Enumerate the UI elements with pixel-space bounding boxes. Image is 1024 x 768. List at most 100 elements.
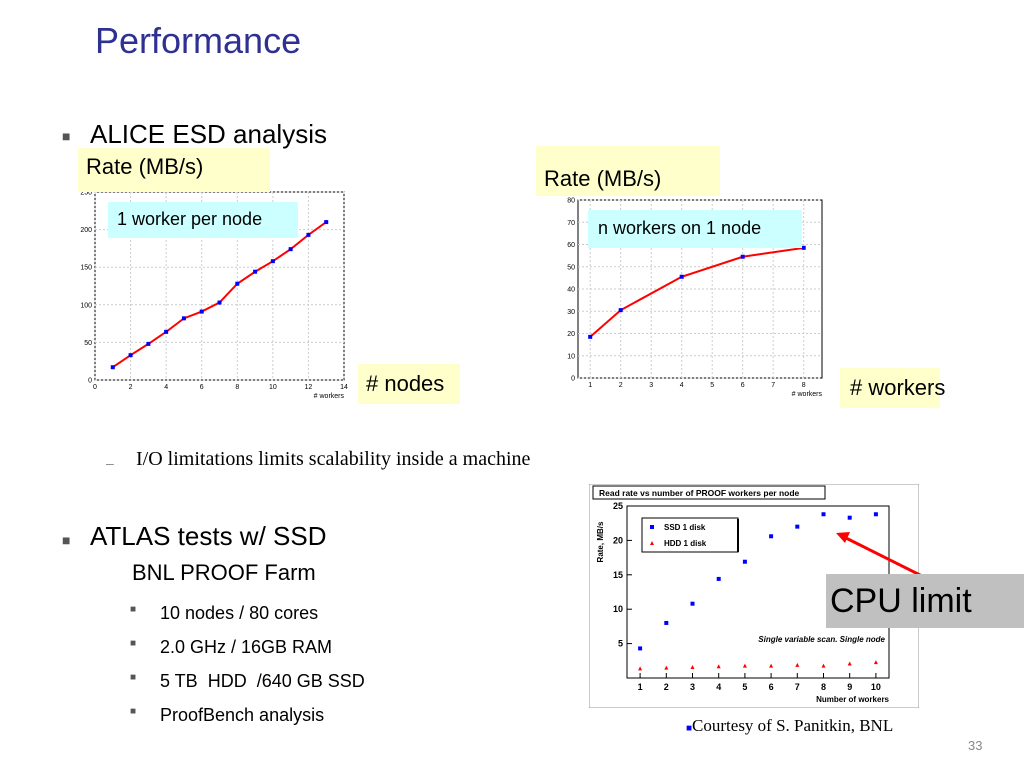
item-marker: ■ <box>130 604 137 615</box>
data-point <box>110 365 115 370</box>
y-tick-label: 10 <box>567 353 575 360</box>
y-tick-label: 50 <box>84 340 92 347</box>
x-tick-label: 4 <box>716 682 721 692</box>
data-point <box>742 663 747 668</box>
page-title: Performance <box>95 20 302 61</box>
data-point <box>638 666 643 671</box>
data-point <box>847 661 852 666</box>
data-point <box>638 646 643 651</box>
data-point <box>795 524 800 529</box>
data-point <box>769 534 774 539</box>
bnl-farm-label: BNL PROOF Farm <box>132 560 316 585</box>
chart-title: Read rate vs number of PROOF workers per… <box>599 488 800 498</box>
data-point <box>664 620 669 625</box>
x-tick-label: 4 <box>164 384 168 391</box>
x-axis-label: Number of workers <box>816 695 889 704</box>
y-tick-label: 5 <box>618 639 623 649</box>
x-tick-label: 7 <box>771 382 775 389</box>
item-marker: ■ <box>130 706 137 717</box>
legend-label: SSD 1 disk <box>664 523 706 532</box>
x-tick-label: 2 <box>129 384 133 391</box>
x-tick-label: 8 <box>821 682 826 692</box>
data-point <box>217 300 222 305</box>
data-point <box>588 334 593 339</box>
data-point <box>324 220 329 225</box>
x-tick-label: 8 <box>802 382 806 389</box>
cpu-limit-label: CPU limit <box>826 574 1024 628</box>
x-tick-label: 5 <box>742 682 747 692</box>
x-tick-label: 1 <box>588 382 592 389</box>
y-tick-label: 0 <box>571 376 575 383</box>
chart2-xlabel-box: # workers <box>840 368 945 408</box>
data-point <box>164 329 169 334</box>
data-point <box>795 662 800 667</box>
sub-bullet-io: I/O limitations limits scalability insid… <box>136 448 531 470</box>
item-marker: ■ <box>130 638 137 649</box>
data-point <box>716 664 721 669</box>
y-tick-label: 100 <box>80 302 92 309</box>
data-point <box>690 601 695 606</box>
bullet-marker: ■ <box>62 128 71 144</box>
data-point <box>716 576 721 581</box>
y-tick-label: 0 <box>88 378 92 385</box>
data-point <box>821 663 826 668</box>
data-point <box>146 341 151 346</box>
chart2-ylabel-box: Rate (MB/s) <box>536 146 720 196</box>
courtesy-marker: ■ <box>686 723 693 734</box>
item-marker: ■ <box>130 672 137 683</box>
x-tick-label: 8 <box>235 384 239 391</box>
data-point <box>128 353 133 358</box>
y-tick-label: 20 <box>613 535 623 545</box>
data-point <box>873 512 878 517</box>
bullet-atlas: ATLAS tests w/ SSD <box>90 521 327 551</box>
x-tick-label: 10 <box>269 384 277 391</box>
y-tick-label: 70 <box>567 220 575 227</box>
chart-annotation: Single variable scan. Single node <box>758 635 885 644</box>
data-point <box>742 559 747 564</box>
y-tick-label: 80 <box>567 198 575 205</box>
y-tick-label: 25 <box>613 501 623 511</box>
page-number: 33 <box>968 738 983 753</box>
y-tick-label: 200 <box>80 227 92 234</box>
data-point <box>664 665 669 670</box>
x-tick-label: 9 <box>847 682 852 692</box>
y-tick-label: 15 <box>613 570 623 580</box>
data-point <box>873 660 878 665</box>
x-tick-label: 3 <box>690 682 695 692</box>
y-tick-label: 30 <box>567 309 575 316</box>
chart1-ylabel-box: Rate (MB/s) <box>78 148 270 192</box>
chart1-note: 1 worker per node <box>108 202 298 238</box>
y-tick-label: 150 <box>80 265 92 272</box>
y-tick-label: 10 <box>613 604 623 614</box>
dash-marker: – <box>106 455 114 471</box>
data-point <box>306 232 311 237</box>
y-tick-label: 60 <box>567 242 575 249</box>
data-point <box>253 269 258 274</box>
x-tick-label: 1 <box>638 682 643 692</box>
item-storage: 5 TB HDD /640 GB SSD <box>160 671 365 691</box>
cpu-limit-arrow <box>836 532 923 578</box>
bullet-alice: ALICE ESD analysis <box>90 119 327 149</box>
x-tick-label: 3 <box>649 382 653 389</box>
data-point <box>181 316 186 321</box>
x-tick-label: 6 <box>741 382 745 389</box>
data-point <box>679 274 684 279</box>
x-tick-label: 5 <box>710 382 714 389</box>
data-point <box>801 245 806 250</box>
data-point <box>740 254 745 259</box>
data-point <box>618 308 623 313</box>
y-axis-label: Rate, MB/s <box>596 521 605 562</box>
data-point <box>769 663 774 668</box>
y-tick-label: 40 <box>567 287 575 294</box>
courtesy-text: Courtesy of S. Panitkin, BNL <box>692 716 894 735</box>
x-tick-label: 2 <box>619 382 623 389</box>
item-cpu-ram: 2.0 GHz / 16GB RAM <box>160 637 333 657</box>
x-tick-label: 2 <box>664 682 669 692</box>
data-point <box>690 664 695 669</box>
x-tick-label: 6 <box>769 682 774 692</box>
data-point <box>235 281 240 286</box>
data-point <box>847 515 852 520</box>
legend-marker <box>650 541 654 545</box>
x-tick-label: 4 <box>680 382 684 389</box>
x-tick-label: 12 <box>305 384 313 391</box>
